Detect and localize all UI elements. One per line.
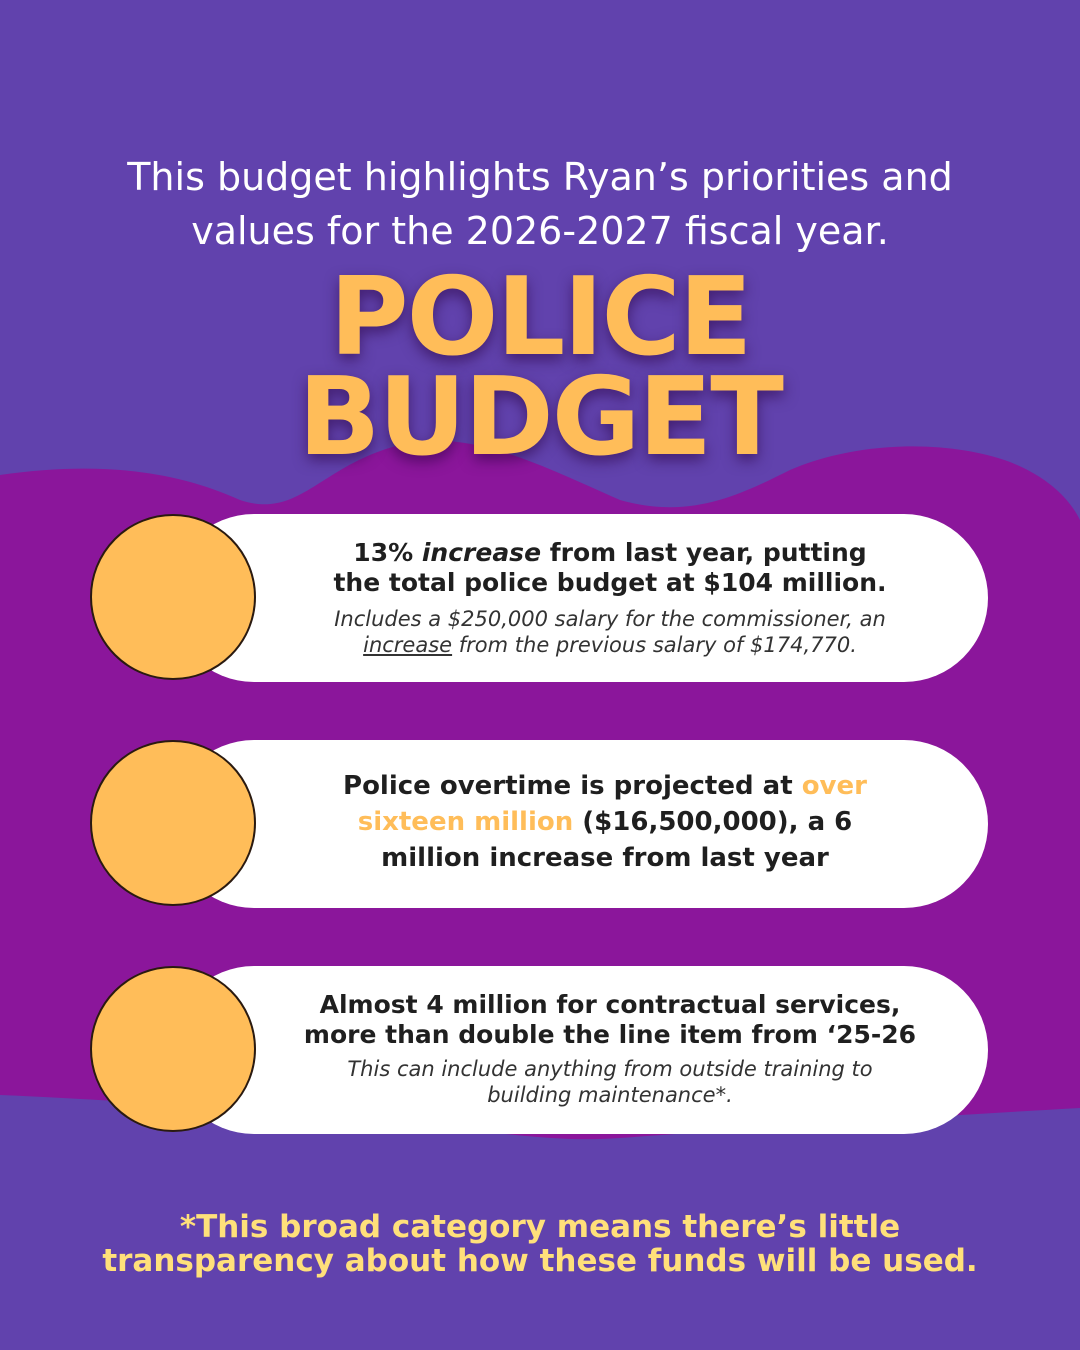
budget-item-text-2: Police overtime is projected at over six… xyxy=(305,768,905,876)
item-1-sub-line-1: Includes a $250,000 salary for the commi… xyxy=(334,607,886,631)
budget-item-card-3 xyxy=(170,966,988,1134)
item-1-pct: 13% xyxy=(353,538,422,567)
intro-line-2: values for the 2026-2027 fiscal year. xyxy=(191,209,889,253)
title-line-1: POLICE xyxy=(329,255,752,380)
budget-item-text-1: 13% increase from last year, putting the… xyxy=(250,538,970,658)
footnote-line-2: transparency about how these funds will … xyxy=(102,1243,978,1279)
page-title: POLICE BUDGET xyxy=(0,255,1080,480)
item-1-sub-line-2: increase from the previous salary of $17… xyxy=(250,632,970,658)
item-2-heading-b: ($16,500,000), a 6 million increase from… xyxy=(381,807,853,873)
item-2-heading: Police overtime is projected at over six… xyxy=(305,768,905,876)
item-3-heading-line-1: Almost 4 million for contractual service… xyxy=(319,990,901,1019)
item-1-heading-rest: from last year, putting xyxy=(541,538,867,567)
title-line-2: BUDGET xyxy=(298,355,784,480)
item-1-heading: 13% increase from last year, putting xyxy=(250,538,970,568)
budget-item-text-3: Almost 4 million for contractual service… xyxy=(250,990,970,1108)
item-2-highlight: over sixteen million xyxy=(357,771,867,837)
item-2-heading-a: Police overtime is projected at xyxy=(343,771,802,801)
item-circle-icon-2 xyxy=(90,740,256,906)
footnote: *This broad category means there’s littl… xyxy=(0,1210,1080,1278)
item-3-heading-line-2: more than double the line item from ‘25-… xyxy=(303,1020,917,1049)
intro-line-1: This budget highlights Ryan’s priorities… xyxy=(127,155,953,199)
intro-text: This budget highlights Ryan’s priorities… xyxy=(0,150,1080,258)
footnote-line-1: *This broad category means there’s littl… xyxy=(179,1209,901,1245)
item-circle-icon-1 xyxy=(90,514,256,680)
item-3-sub-line-1: This can include anything from outside t… xyxy=(347,1057,873,1081)
budget-item-card-1 xyxy=(170,514,988,682)
item-1-heading-line-2: the total police budget at $104 million. xyxy=(333,568,887,597)
item-1-sub-rest: from the previous salary of $174,770. xyxy=(452,633,857,657)
item-circle-icon-3 xyxy=(90,966,256,1132)
item-1-underlined: increase xyxy=(363,633,453,657)
item-1-emphasis: increase xyxy=(421,538,542,567)
item-3-sub-line-2: building maintenance*. xyxy=(487,1083,733,1107)
budget-item-card-2 xyxy=(170,740,988,908)
